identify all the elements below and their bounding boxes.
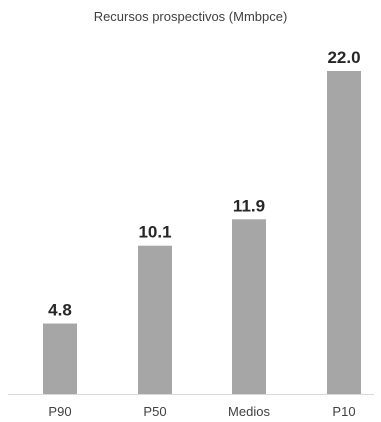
x-tick-label-p10: P10 [332,404,355,419]
value-label-p10: 22.0 [327,48,360,67]
value-labels-group: 4.8 10.1 11.9 22.0 [48,48,360,320]
bar-p90 [43,323,77,394]
bar-p10 [327,71,361,394]
value-label-p50: 10.1 [138,223,171,242]
bar-medios [232,219,266,394]
x-tick-label-p90: P90 [48,404,71,419]
x-tick-label-p50: P50 [143,404,166,419]
x-tick-labels-group: P90 P50 Medios P10 [48,404,355,419]
bars-group [43,71,361,394]
value-label-medios: 11.9 [233,196,265,215]
x-tick-label-medios: Medios [228,404,270,419]
value-label-p90: 4.8 [48,301,72,320]
bar-p50 [138,245,172,394]
chart-title: Recursos prospectivos (Mmbpce) [94,9,288,24]
